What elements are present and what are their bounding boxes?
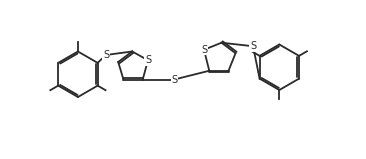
Text: S: S [103, 50, 109, 60]
Text: S: S [250, 41, 256, 51]
Text: S: S [171, 75, 177, 84]
Text: S: S [201, 45, 207, 55]
Text: S: S [145, 55, 151, 65]
